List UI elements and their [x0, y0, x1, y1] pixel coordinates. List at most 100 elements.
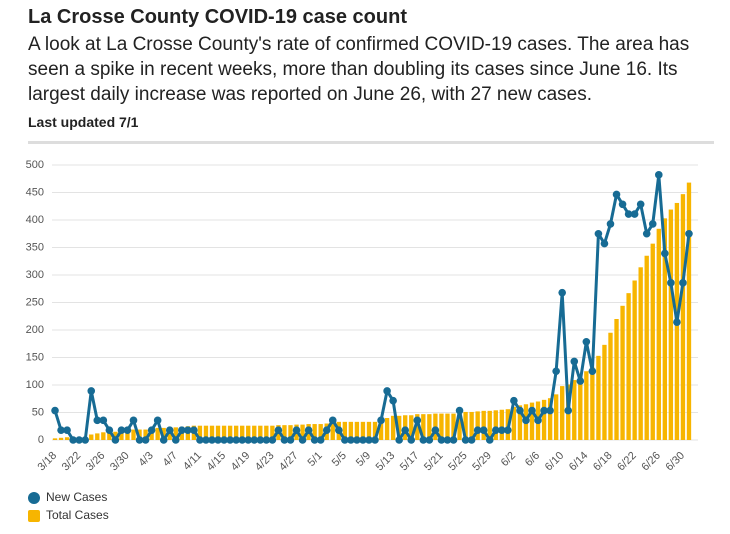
chart-title: La Crosse County COVID-19 case count	[28, 6, 407, 28]
bar	[680, 194, 686, 440]
x-tick-label: 3/22	[60, 450, 84, 474]
bar	[155, 427, 160, 440]
bar	[626, 293, 631, 440]
x-tick-label: 5/21	[422, 450, 446, 474]
bar	[638, 267, 643, 440]
x-tick-label: 4/19	[229, 450, 253, 474]
point	[654, 171, 663, 179]
point	[642, 229, 651, 238]
point	[600, 239, 609, 248]
bar	[258, 425, 263, 440]
bar	[529, 402, 535, 440]
bar	[378, 420, 384, 440]
legend-label: New Cases	[46, 490, 107, 504]
x-tick-label: 6/22	[615, 450, 639, 474]
point	[419, 436, 428, 444]
bar	[330, 422, 335, 440]
point	[63, 426, 71, 434]
bar	[656, 228, 661, 440]
point	[648, 220, 657, 228]
point	[455, 406, 464, 415]
bar	[203, 425, 209, 440]
legend-label: Total Cases	[46, 508, 109, 522]
bar	[282, 425, 287, 440]
bar	[541, 399, 547, 440]
point	[485, 436, 494, 444]
bar	[644, 255, 649, 440]
point	[123, 426, 132, 434]
bar	[608, 332, 613, 440]
point	[75, 436, 83, 444]
point	[220, 436, 228, 444]
point	[425, 436, 434, 444]
x-tick-label: 6/18	[591, 450, 615, 474]
bar	[463, 411, 468, 440]
y-tick-label: 150	[26, 351, 44, 363]
bar	[614, 319, 619, 440]
point	[389, 396, 397, 405]
point	[232, 436, 240, 444]
x-tick-label: 6/30	[663, 450, 687, 474]
bar	[125, 430, 130, 440]
point	[564, 406, 573, 415]
bar	[390, 415, 396, 440]
point	[190, 426, 198, 434]
point	[316, 436, 325, 444]
point	[624, 210, 633, 218]
point	[371, 436, 379, 444]
divider	[28, 141, 714, 144]
bar	[469, 411, 474, 440]
bar	[137, 429, 142, 440]
x-tick-label: 5/13	[374, 450, 398, 474]
bar	[270, 425, 275, 440]
bar	[107, 431, 112, 440]
point	[208, 436, 216, 444]
bar	[64, 437, 70, 440]
bar	[439, 413, 444, 440]
point	[268, 436, 277, 444]
bar	[487, 410, 492, 440]
point	[214, 436, 222, 444]
point	[87, 387, 96, 395]
point	[298, 436, 307, 444]
bar	[52, 438, 58, 440]
point	[377, 416, 385, 425]
point	[147, 426, 156, 434]
point	[449, 436, 458, 444]
bar	[499, 409, 504, 440]
point	[582, 337, 591, 346]
y-tick-label: 100	[26, 379, 44, 391]
bar	[632, 280, 637, 440]
bar	[475, 411, 480, 440]
legend-item: Total Cases	[28, 508, 109, 522]
bar	[590, 367, 595, 440]
bar	[421, 414, 426, 440]
bar	[572, 380, 577, 440]
bar	[264, 425, 269, 440]
point	[594, 229, 603, 238]
bar	[113, 431, 118, 440]
bar	[662, 218, 668, 440]
point	[93, 416, 102, 425]
x-tick-label: 3/18	[36, 450, 60, 474]
point	[636, 200, 645, 209]
bar	[602, 344, 607, 440]
point	[57, 426, 65, 434]
point	[504, 426, 512, 434]
point	[491, 426, 500, 434]
point	[479, 426, 488, 434]
point	[280, 436, 289, 444]
point	[159, 436, 168, 444]
point	[540, 406, 548, 415]
bar	[318, 424, 323, 440]
x-tick-label: 6/10	[543, 450, 567, 474]
point	[129, 416, 138, 425]
point	[413, 416, 422, 425]
bar	[445, 413, 450, 440]
point	[310, 436, 319, 444]
chart-subtitle: A look at La Crosse County's rate of con…	[28, 34, 690, 105]
point	[461, 436, 470, 444]
y-tick-label: 200	[26, 324, 44, 336]
y-tick-label: 50	[32, 406, 44, 418]
